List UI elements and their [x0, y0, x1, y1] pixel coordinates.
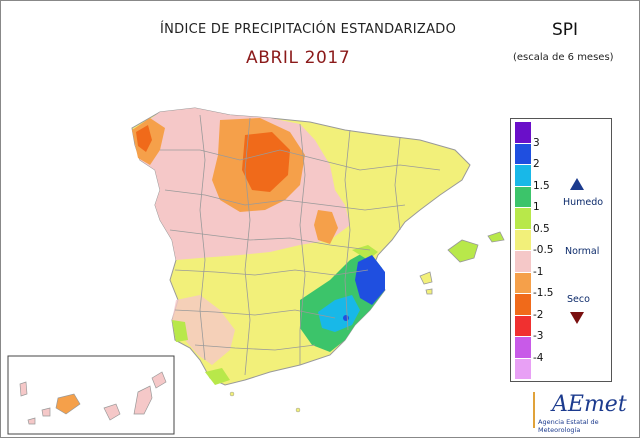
- legend-tick-label: 2: [533, 158, 540, 170]
- humid-triangle-icon: [570, 178, 584, 190]
- melilla: [295, 407, 301, 413]
- region-blue-spot: [343, 315, 349, 321]
- logo-accent-line: [533, 392, 535, 428]
- legend-swatch: [515, 272, 531, 293]
- region-darkorange-core: [242, 132, 290, 192]
- canary-fuerteventura: [133, 385, 153, 415]
- canary-la-palma: [19, 381, 28, 397]
- legend-tick-label: -4: [533, 351, 544, 364]
- category-normal: Normal: [565, 246, 600, 257]
- index-name: SPI: [552, 20, 579, 40]
- canary-inset-frame: [7, 355, 175, 435]
- map-title: ÍNDICE DE PRECIPITACIÓN ESTANDARIZADO: [160, 22, 457, 37]
- legend-swatch: [515, 143, 531, 164]
- scale-note: (escala de 6 meses): [513, 52, 614, 63]
- legend-swatch: [515, 315, 531, 336]
- legend-tick-label: 3: [533, 136, 540, 149]
- region-blue-coast: [355, 255, 385, 305]
- legend-swatch: [515, 337, 531, 358]
- legend-tick-label: -1: [533, 265, 544, 278]
- legend-swatch: [515, 229, 531, 250]
- balearic-formentera: [425, 288, 433, 295]
- balearic-ibiza: [419, 271, 433, 285]
- legend-swatch: [515, 165, 531, 186]
- map-subtitle: ABRIL 2017: [246, 48, 351, 68]
- region-cyan-alicante: [318, 295, 360, 332]
- canary-lanzarote: [151, 371, 167, 389]
- legend-swatch: [515, 251, 531, 272]
- legend-tick-label: 0.5: [533, 222, 550, 235]
- province-boundaries: [160, 114, 441, 376]
- dry-triangle-icon: [570, 312, 584, 324]
- legend-swatch: [515, 186, 531, 207]
- canary-tenerife: [55, 393, 81, 415]
- balearic-menorca: [487, 231, 505, 243]
- legend-tick-label: 1.5: [533, 179, 550, 192]
- region-orange-center: [314, 210, 338, 244]
- legend-tick-label: -0.5: [533, 244, 554, 256]
- region-lightgreen-south: [172, 320, 188, 342]
- legend-swatch: [515, 122, 531, 143]
- ceuta: [229, 391, 235, 397]
- category-humid: Humedo: [563, 197, 604, 208]
- legend-tick-label: 1: [533, 201, 540, 213]
- legend-tick-label: -2: [533, 308, 544, 321]
- category-dry: Seco: [567, 294, 590, 305]
- legend-tick-label: -1.5: [533, 287, 554, 299]
- aemet-logo: AEmet: [552, 392, 627, 417]
- canary-gran-canaria: [103, 403, 121, 421]
- region-lightgreen-cadiz: [205, 368, 230, 385]
- aemet-agency-name: Agencia Estatal de Meteorología: [538, 418, 599, 434]
- region-darkorange-galicia: [136, 125, 152, 152]
- canary-hierro: [27, 417, 36, 425]
- balearic-mallorca: [447, 239, 479, 263]
- legend-swatch: [515, 358, 531, 379]
- legend-swatch: [515, 208, 531, 229]
- legend-swatch: [515, 294, 531, 315]
- canary-gomera: [41, 407, 51, 417]
- legend-panel: 3 2 1.5 1 0.5 -0.5 -1 -1.5 -2 -3 -4 Humedo Normal …: [510, 118, 612, 382]
- legend-tick-label: -3: [533, 330, 544, 342]
